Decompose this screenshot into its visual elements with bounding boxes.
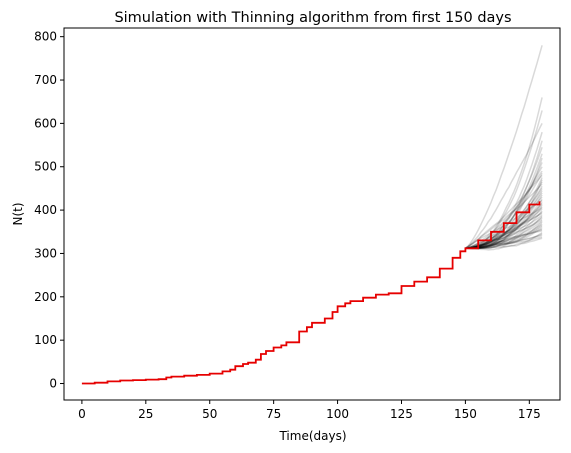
simulation-line <box>464 45 543 249</box>
y-tick-label: 0 <box>49 377 57 391</box>
x-tick-label: 125 <box>390 407 413 421</box>
y-tick-label: 300 <box>34 246 57 260</box>
x-tick-label: 75 <box>266 407 281 421</box>
x-tick-label: 100 <box>326 407 349 421</box>
observed-line <box>81 201 541 385</box>
y-axis: 0 100 200 300 400 500 600 700 800 <box>34 30 64 391</box>
y-tick-label: 100 <box>34 333 57 347</box>
x-tick-label: 25 <box>138 407 153 421</box>
y-axis-label: N(t) <box>11 202 25 225</box>
observed-line-group <box>81 201 541 385</box>
x-axis: 0 25 50 75 100 125 150 175 <box>78 400 541 421</box>
x-axis-label: Time(days) <box>278 429 346 443</box>
x-tick-label: 150 <box>454 407 477 421</box>
x-tick-label: 175 <box>518 407 541 421</box>
y-tick-label: 600 <box>34 116 57 130</box>
y-tick-label: 200 <box>34 290 57 304</box>
simulation-lines <box>464 45 543 251</box>
simulation-line <box>465 183 543 249</box>
simulation-line <box>464 174 543 249</box>
y-tick-label: 400 <box>34 203 57 217</box>
x-tick-label: 50 <box>202 407 217 421</box>
chart-title: Simulation with Thinning algorithm from … <box>114 10 511 26</box>
plot-frame <box>63 27 561 401</box>
y-tick-label: 800 <box>34 30 57 44</box>
y-tick-label: 700 <box>34 73 57 87</box>
simulation-line <box>464 123 543 249</box>
x-tick-label: 0 <box>78 407 86 421</box>
y-tick-label: 500 <box>34 160 57 174</box>
